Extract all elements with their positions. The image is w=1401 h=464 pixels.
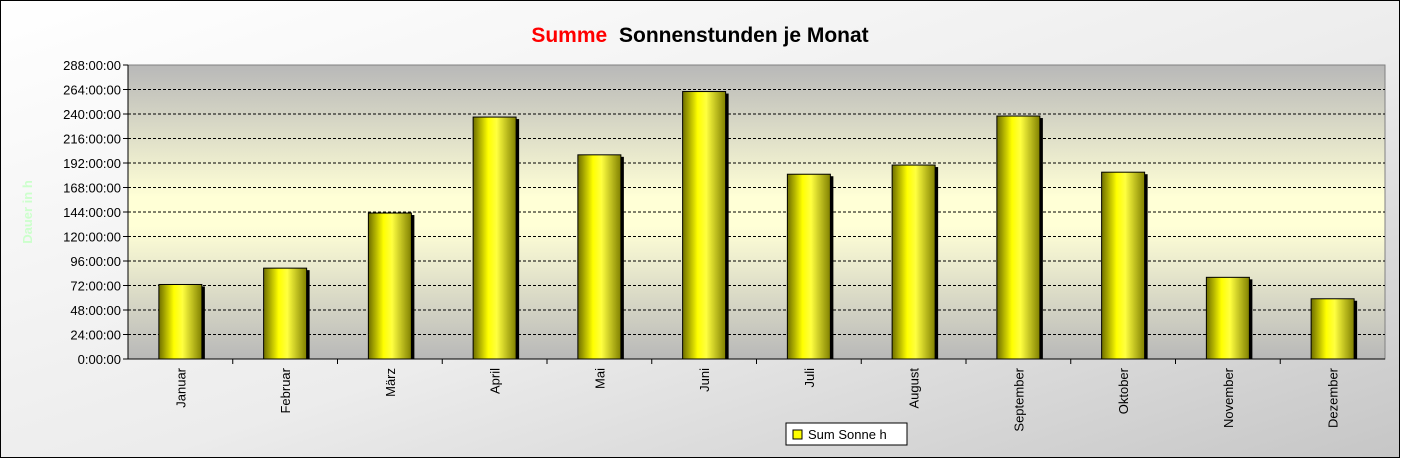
bar [1205, 276, 1250, 360]
bar [891, 164, 936, 360]
bar [472, 116, 517, 360]
x-tick-labels: Januar Februar März April Mai Juni Juli August S… [173, 367, 1340, 431]
chart-title-rest: Sonnenstunden je Monat [619, 24, 869, 47]
bar [1101, 171, 1146, 360]
x-tick-label: September [1011, 367, 1026, 431]
y-tick-label: 264:00:00 [63, 83, 121, 98]
gridlines [123, 64, 1385, 360]
axes [127, 65, 1385, 364]
y-axis-label: Dauer in h [20, 180, 35, 244]
x-tick-label: Mai [592, 368, 607, 389]
bars [158, 91, 1358, 360]
bar [158, 283, 203, 360]
legend-swatch [792, 429, 803, 440]
y-tick-label: 168:00:00 [63, 181, 121, 196]
x-tick-label: März [383, 368, 398, 397]
y-tick-label: 192:00:00 [63, 156, 121, 171]
legend-label: Sum Sonne h [808, 427, 887, 442]
x-tick-label: August [907, 368, 922, 409]
y-tick-label: 48:00:00 [70, 303, 121, 318]
chart-title: Summe Sonnenstunden je Monat [531, 24, 868, 47]
legend: Sum Sonne h [785, 422, 908, 446]
bar [1310, 298, 1355, 360]
y-tick-label: 216:00:00 [63, 132, 121, 147]
x-tick-label: Oktober [1116, 367, 1131, 414]
y-tick-label: 96:00:00 [70, 254, 121, 269]
x-tick-label: Dezember [1326, 367, 1341, 428]
bar [367, 212, 412, 360]
y-tick-labels: 0:00:00 24:00:00 48:00:00 72:00:00 96:00:00 1… [63, 58, 121, 367]
y-tick-label: 240:00:00 [63, 107, 121, 122]
y-tick-label: 120:00:00 [63, 230, 121, 245]
y-tick-label: 288:00:00 [63, 58, 121, 73]
bar [682, 91, 727, 360]
bar [263, 267, 308, 360]
x-tick-label: Juli [802, 368, 817, 388]
y-tick-label: 72:00:00 [70, 279, 121, 294]
chart-title-highlight: Summe [531, 24, 607, 47]
bar [786, 173, 831, 360]
x-tick-label: April [488, 368, 503, 394]
bar [996, 115, 1041, 360]
x-tick-label: Februar [278, 367, 293, 413]
plot-area [127, 64, 1386, 360]
y-tick-label: 144:00:00 [63, 205, 121, 220]
y-tick-label: 0:00:00 [78, 352, 121, 367]
x-tick-label: November [1221, 367, 1236, 428]
legend-box [785, 422, 908, 446]
x-tick-label: Juni [697, 368, 712, 392]
y-tick-label: 24:00:00 [70, 328, 121, 343]
bar [577, 154, 622, 360]
x-tick-label: Januar [173, 367, 188, 407]
